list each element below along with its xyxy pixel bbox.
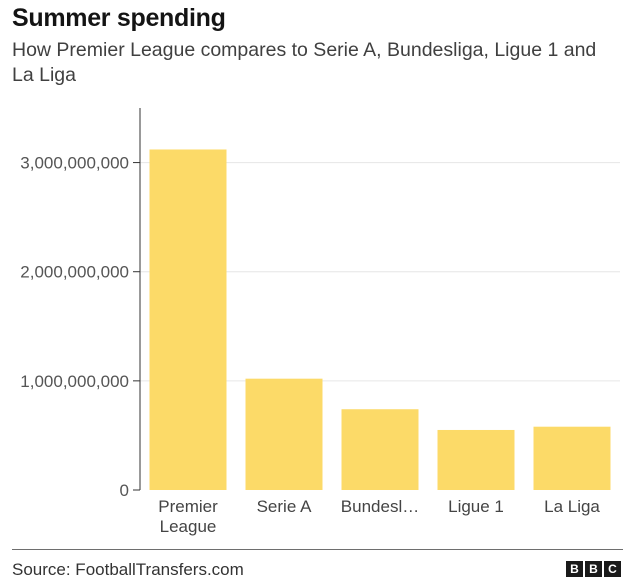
chart-title: Summer spending (12, 4, 226, 32)
bar (341, 409, 419, 490)
chart-subtitle: How Premier League compares to Serie A, … (12, 39, 597, 86)
bar (245, 378, 323, 490)
y-tick-label: 2,000,000,000 (20, 263, 129, 282)
bar (533, 426, 611, 490)
x-tick-label: Serie A (257, 497, 312, 516)
y-tick-label: 1,000,000,000 (20, 372, 129, 391)
source-note: Source: FootballTransfers.com (12, 560, 244, 579)
x-tick-label: Premier League (158, 497, 218, 536)
footer-divider (12, 549, 623, 550)
bar (437, 429, 515, 490)
bbc-logo-letter-2: B (585, 561, 602, 577)
bar (149, 149, 227, 490)
x-tick-label: Ligue 1 (448, 497, 504, 516)
bbc-logo-letter-3: C (604, 561, 621, 577)
y-tick-label: 3,000,000,000 (20, 154, 129, 173)
bar-chart: 0 1,000,000,000 2,000,000,000 3,000,000,000… (20, 108, 620, 536)
x-tick-label: La Liga (544, 497, 600, 516)
x-tick-label: Bundesl… (341, 497, 419, 516)
bbc-logo: B B C (566, 561, 621, 577)
bbc-logo-letter-1: B (566, 561, 583, 577)
y-tick-label: 0 (120, 481, 129, 500)
